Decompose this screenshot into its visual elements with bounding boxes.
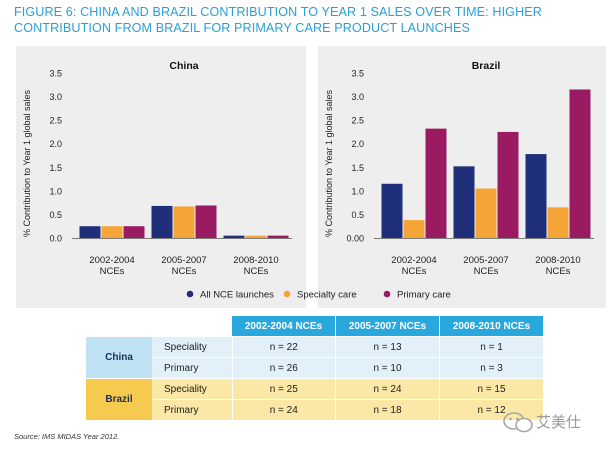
table-header: 2002-2004 NCEs bbox=[232, 316, 336, 337]
bar bbox=[223, 235, 245, 238]
y-tick-label: 2.5 bbox=[49, 116, 62, 126]
bar bbox=[525, 154, 547, 238]
x-tick-line: NCEs bbox=[546, 266, 571, 277]
y-tick-label: 0.00 bbox=[346, 234, 364, 244]
y-tick-label: 1.5 bbox=[351, 163, 364, 173]
bar bbox=[425, 128, 447, 238]
bar bbox=[173, 206, 195, 238]
x-tick-line: NCEs bbox=[402, 266, 427, 277]
table-header: 2008-2010 NCEs bbox=[439, 316, 543, 337]
table-cell: n = 24 bbox=[231, 399, 336, 420]
bar bbox=[267, 235, 289, 238]
x-tick-line: NCEs bbox=[244, 266, 269, 277]
x-tick-label: 2008-2010 NCEs bbox=[535, 255, 580, 277]
bar bbox=[151, 205, 173, 238]
y-axis-label: % Contribution to Year 1 global sales bbox=[324, 89, 334, 237]
watermark: 艾美仕 bbox=[500, 408, 600, 434]
table-cell: n = 22 bbox=[231, 336, 336, 358]
y-tick-label: 2.0 bbox=[49, 139, 62, 149]
bar bbox=[79, 226, 101, 238]
row-group-label: China bbox=[86, 336, 152, 379]
x-tick-line: 2002-2004 bbox=[89, 255, 134, 266]
x-tick-line: NCEs bbox=[100, 266, 125, 277]
y-tick-label: 0.0 bbox=[49, 234, 62, 244]
y-tick-label: 3.0 bbox=[351, 92, 364, 102]
x-tick-line: 2008-2010 bbox=[233, 255, 278, 266]
legend-label: Primary care bbox=[397, 290, 451, 301]
table-cell: n = 25 bbox=[231, 378, 336, 400]
y-tick-label: 1.0 bbox=[351, 186, 364, 196]
ncount-table: 2002-2004 NCEs 2005-2007 NCEs 2008-2010 … bbox=[86, 316, 543, 420]
table-cell: n = 1 bbox=[439, 336, 543, 358]
wechat-icon bbox=[503, 412, 533, 433]
bar bbox=[123, 226, 145, 238]
row-group-label: Brazil bbox=[86, 378, 152, 420]
row-label: Speciality bbox=[152, 378, 232, 400]
row-label: Speciality bbox=[152, 336, 232, 358]
table-cell: n = 18 bbox=[335, 399, 440, 420]
y-tick-label: 3.5 bbox=[351, 69, 364, 79]
bar bbox=[547, 207, 569, 238]
y-axis-label: % Contribution to Year 1 global sales bbox=[22, 89, 32, 237]
x-tick-line: NCEs bbox=[474, 266, 499, 277]
brazil-chart-panel: Brazil 0.00 0.5 1.0 1.5 2.0 2.5 3.0 3.5 % Contrib… bbox=[318, 46, 606, 308]
bar bbox=[475, 188, 497, 238]
x-tick-label: 2008-2010 NCEs bbox=[233, 255, 278, 277]
table-cell: n = 3 bbox=[439, 357, 543, 379]
y-tick-label: 1.0 bbox=[49, 186, 62, 196]
table-cell: n = 10 bbox=[335, 357, 440, 379]
bar bbox=[569, 89, 591, 238]
bar bbox=[403, 220, 425, 238]
bar bbox=[497, 131, 519, 238]
bar bbox=[195, 205, 217, 238]
table-corner bbox=[86, 316, 152, 337]
brazil-chart: Brazil 0.00 0.5 1.0 1.5 2.0 2.5 3.0 3.5 % Contrib… bbox=[324, 60, 594, 277]
legend-label: Specialty care bbox=[297, 290, 357, 301]
x-tick-line: NCEs bbox=[172, 266, 197, 277]
y-tick-label: 0.5 bbox=[49, 210, 62, 220]
y-tick-label: 2.0 bbox=[351, 139, 364, 149]
watermark-text: 艾美仕 bbox=[536, 413, 582, 431]
table-cell: n = 26 bbox=[231, 357, 336, 379]
y-tick-label: 3.5 bbox=[49, 69, 62, 79]
bar bbox=[381, 183, 403, 238]
table-cell: n = 15 bbox=[439, 378, 543, 400]
x-tick-label: 2002-2004 NCEs bbox=[89, 255, 134, 277]
bar bbox=[245, 235, 267, 238]
table-corner bbox=[152, 316, 232, 337]
x-tick-line: 2002-2004 bbox=[391, 255, 436, 266]
chart-title: China bbox=[169, 60, 198, 72]
china-chart-panel: China 0.0 0.5 1.0 1.5 2.0 2.5 3.0 3.5 % Contribut… bbox=[16, 46, 306, 308]
legend-swatch bbox=[186, 290, 194, 298]
legend-label: All NCE launches bbox=[200, 290, 274, 301]
y-tick-label: 0.5 bbox=[351, 210, 364, 220]
source-note: Source: IMS MIDAS Year 2012. bbox=[14, 432, 120, 441]
table-cell: n = 24 bbox=[335, 378, 440, 400]
x-tick-line: 2005-2007 bbox=[161, 255, 206, 266]
bar bbox=[101, 226, 123, 238]
x-tick-label: 2002-2004 NCEs bbox=[391, 255, 436, 277]
y-tick-label: 2.5 bbox=[351, 116, 364, 126]
row-label: Primary bbox=[152, 399, 232, 420]
table-cell: n = 13 bbox=[335, 336, 440, 358]
y-tick-label: 1.5 bbox=[49, 163, 62, 173]
china-chart: China 0.0 0.5 1.0 1.5 2.0 2.5 3.0 3.5 % Contribut… bbox=[22, 60, 292, 277]
x-tick-label: 2005-2007 NCEs bbox=[463, 255, 508, 277]
x-tick-line: 2008-2010 bbox=[535, 255, 580, 266]
legend-swatch bbox=[383, 290, 391, 298]
legend-swatch bbox=[283, 290, 291, 298]
bar bbox=[453, 166, 475, 238]
y-tick-label: 3.0 bbox=[49, 92, 62, 102]
table-cell: n = 12 bbox=[439, 399, 543, 420]
x-tick-label: 2005-2007 NCEs bbox=[161, 255, 206, 277]
x-tick-line: 2005-2007 bbox=[463, 255, 508, 266]
row-label: Primary bbox=[152, 357, 232, 379]
chart-title: Brazil bbox=[472, 60, 501, 72]
table-header: 2005-2007 NCEs bbox=[335, 316, 440, 337]
legend: All NCE launches Specialty care Primary ca… bbox=[186, 290, 451, 301]
figure-title: FIGURE 6: CHINA AND BRAZIL CONTRIBUTION … bbox=[14, 5, 542, 35]
